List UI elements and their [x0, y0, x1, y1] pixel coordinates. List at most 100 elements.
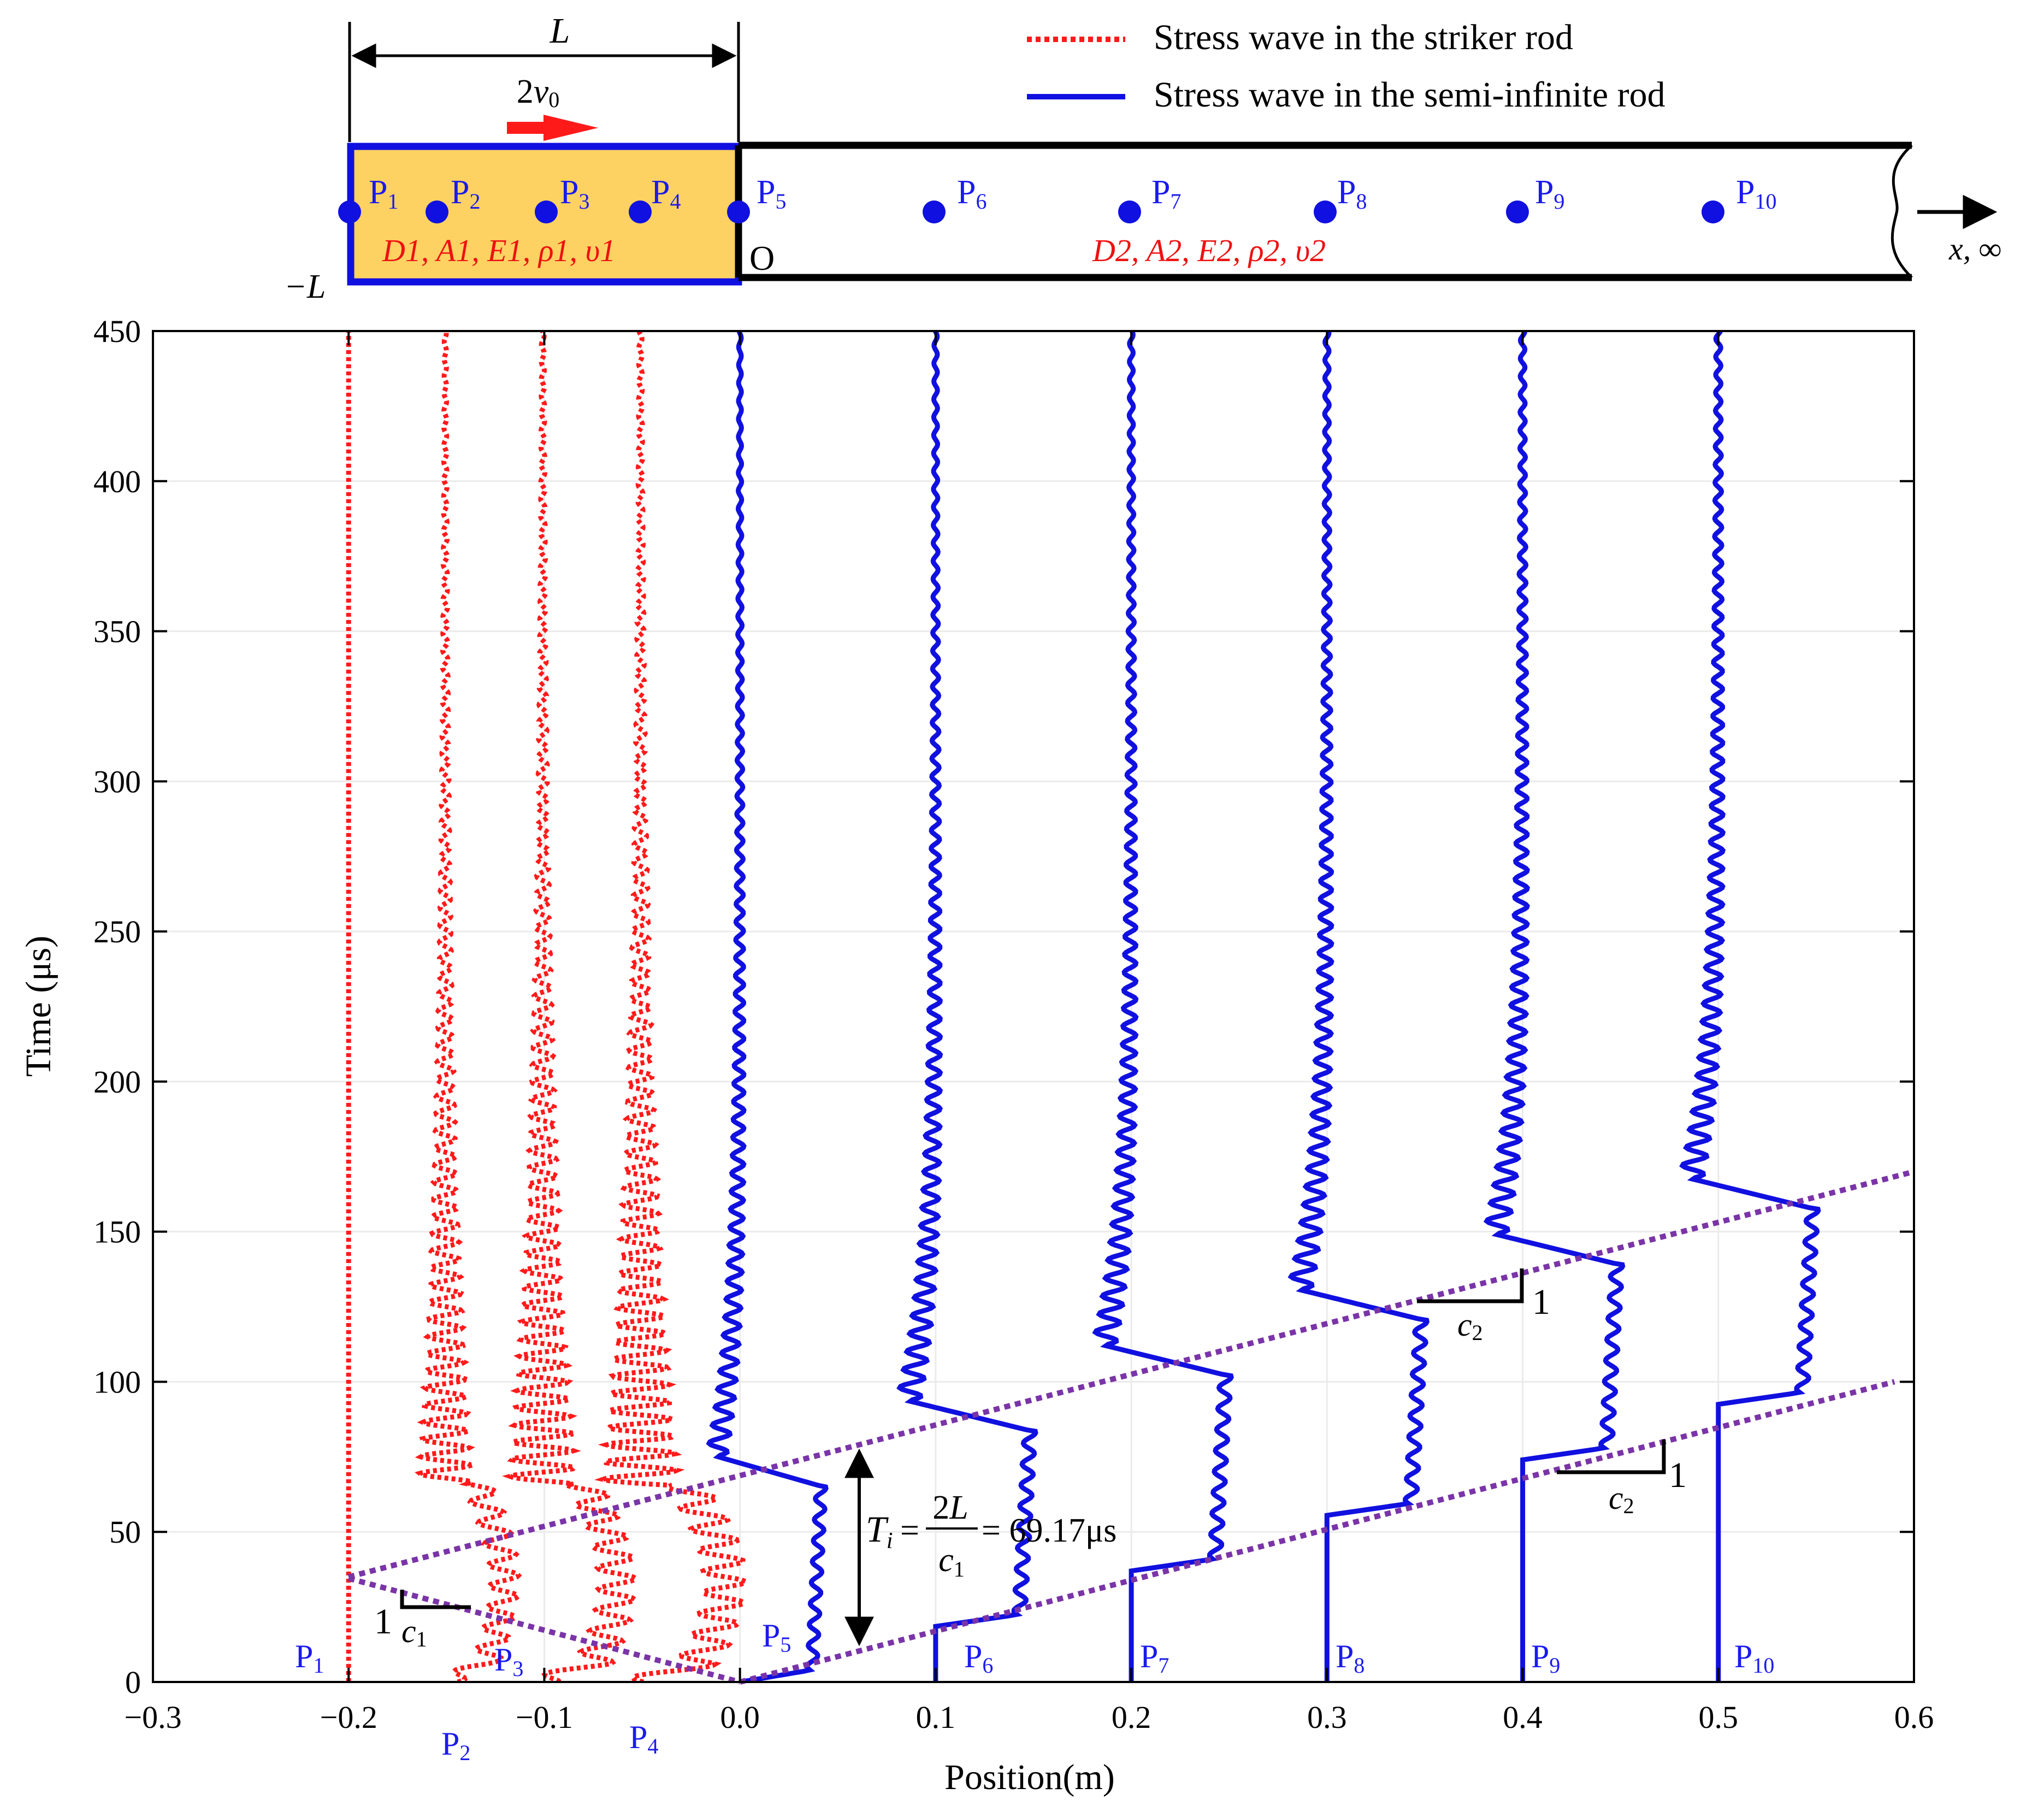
semi-trace-P8 [1287, 331, 1430, 1682]
trace-label-P8: P8 [1336, 1638, 1364, 1678]
velocity-label: 2v0 [517, 73, 560, 112]
semi-trace-P7 [1092, 331, 1234, 1682]
trace-label-P4: P4 [629, 1719, 658, 1758]
schematic-label-P9: P9 [1535, 174, 1564, 214]
striker-trace-P2 [415, 331, 522, 1682]
schematic-point-P6 [923, 200, 946, 223]
neg-length-label: −L [284, 268, 326, 305]
semi-trace-P5 [706, 331, 829, 1682]
slope-semi-upper-bracket [1417, 1268, 1524, 1303]
schematic-label-P8: P8 [1337, 174, 1367, 214]
legend-semi-label: Stress wave in the semi-infinite rod [1154, 75, 1665, 115]
striker-properties: D1, A1, E1, ρ1, υ1 [382, 233, 616, 268]
semi-properties: D2, A2, E2, ρ2, υ2 [1092, 233, 1326, 268]
schematic-label-P6: P6 [957, 174, 986, 214]
schematic-point-P5 [727, 200, 750, 223]
striker-trace-P3 [502, 331, 640, 1682]
semi-trace-P6 [896, 331, 1038, 1682]
slope-semi-lower-c: c2 [1609, 1480, 1634, 1518]
period-numerator: 2L [932, 1489, 968, 1526]
characteristic-line-1 [347, 1575, 741, 1685]
schematic-point-P8 [1314, 200, 1337, 223]
slope-semi-upper-c: c2 [1457, 1307, 1483, 1345]
trace-label-P10: P10 [1734, 1638, 1774, 1678]
period-denominator: c1 [938, 1542, 965, 1581]
x-tick-label: 0.5 [1699, 1699, 1739, 1735]
y-tick-label: 450 [93, 314, 141, 349]
axis-ticks: −0.3 −0.2 −0.1 0.0 0.1 0.2 0.3 0.4 0.5 0.6 0 50 100 1… [93, 314, 1934, 1735]
y-tick-label: 150 [93, 1214, 141, 1250]
y-axis-label: Time (μs) [19, 936, 58, 1077]
characteristic-line-2 [347, 1168, 1915, 1580]
schematic-point-P2 [426, 200, 448, 223]
slope-striker-bracket [400, 1590, 471, 1609]
length-label: L [550, 11, 570, 51]
slope-semi-lower-bracket [1557, 1439, 1666, 1474]
x-tick-label: −0.1 [516, 1699, 573, 1735]
trace-label-P5: P5 [762, 1618, 791, 1657]
y-tick-label: 350 [93, 614, 141, 650]
trace-label-P9: P9 [1531, 1638, 1560, 1678]
characteristic-lines [347, 1168, 1915, 1685]
grid-lines [153, 331, 1914, 1682]
velocity-arrow-shaft [507, 122, 545, 134]
x-tick-label: 0.4 [1503, 1699, 1543, 1735]
schematic-point-P10 [1702, 200, 1724, 223]
y-tick-label: 200 [93, 1064, 141, 1100]
y-tick-label: 400 [93, 464, 141, 499]
trace-point-labels: P1 P2 P3 P4 P5 P6 P7 P8 P9 P10 [295, 1618, 1774, 1765]
period-value: = 69.17μs [982, 1512, 1116, 1549]
trace-label-P7: P7 [1140, 1638, 1169, 1678]
slope-semi-upper: 1 c2 [1417, 1268, 1550, 1345]
x-axis-label: Position(m) [944, 1757, 1115, 1797]
schematic-point-P7 [1118, 200, 1141, 223]
velocity-arrow-head [544, 115, 598, 141]
x-tick-label: 0.0 [720, 1699, 760, 1735]
slope-striker-c: c1 [401, 1613, 427, 1651]
striker-trace-P4 [594, 331, 749, 1682]
y-tick-label: 50 [109, 1514, 141, 1550]
y-tick-label: 0 [125, 1665, 141, 1700]
traces [346, 331, 1821, 1682]
schematic-label-P3: P3 [560, 174, 589, 214]
trace-label-P6: P6 [964, 1638, 993, 1678]
x-axis-infinity-label: x, ∞ [1948, 231, 2001, 267]
schematic-label-P4: P4 [651, 174, 681, 214]
origin-label: O [749, 239, 775, 278]
schematic-label-P1: P1 [369, 174, 398, 214]
trace-label-P1: P1 [295, 1638, 324, 1678]
slope-semi-lower-one: 1 [1669, 1455, 1687, 1495]
y-tick-label: 300 [93, 764, 141, 799]
slope-semi-upper-one: 1 [1532, 1282, 1550, 1322]
x-tick-label: 0.6 [1894, 1699, 1934, 1735]
legend-striker-label: Stress wave in the striker rod [1154, 17, 1573, 57]
trace-label-P2: P2 [441, 1726, 470, 1765]
rod-break-mark [1891, 144, 1913, 279]
period-annotation: Ti = 2L c1 = 69.17μs [844, 1448, 1116, 1646]
legend: Stress wave in the striker rod Stress wa… [1027, 17, 1665, 115]
schematic-label-P5: P5 [757, 174, 786, 214]
x-tick-label: 0.1 [916, 1699, 956, 1735]
x-tick-label: −0.2 [320, 1699, 377, 1735]
period-eq: = [900, 1512, 919, 1549]
semi-trace-P9 [1483, 331, 1626, 1682]
characteristic-line-3 [739, 1379, 1895, 1685]
schematic-point-P9 [1506, 200, 1529, 223]
schematic-point-P1 [338, 200, 361, 223]
slope-striker-one: 1 [374, 1602, 392, 1642]
x-tick-label: −0.3 [124, 1699, 181, 1735]
y-tick-label: 250 [93, 914, 141, 949]
schematic-label-P7: P7 [1151, 174, 1181, 214]
rod-schematic: L 2v0 −L O D1, A1, E1, ρ1, υ1 D2, A2, E2… [284, 11, 2001, 305]
schematic-point-P3 [535, 200, 558, 223]
semi-trace-P10 [1679, 331, 1821, 1682]
period-symbol: Ti [866, 1508, 893, 1554]
schematic-label-P10: P10 [1736, 174, 1776, 214]
y-tick-label: 100 [93, 1364, 141, 1400]
x-tick-label: 0.2 [1112, 1699, 1151, 1735]
x-tick-label: 0.3 [1307, 1699, 1347, 1735]
plot-frame [152, 330, 1915, 1683]
schematic-point-P4 [629, 200, 652, 223]
trace-label-P3: P3 [494, 1642, 523, 1681]
